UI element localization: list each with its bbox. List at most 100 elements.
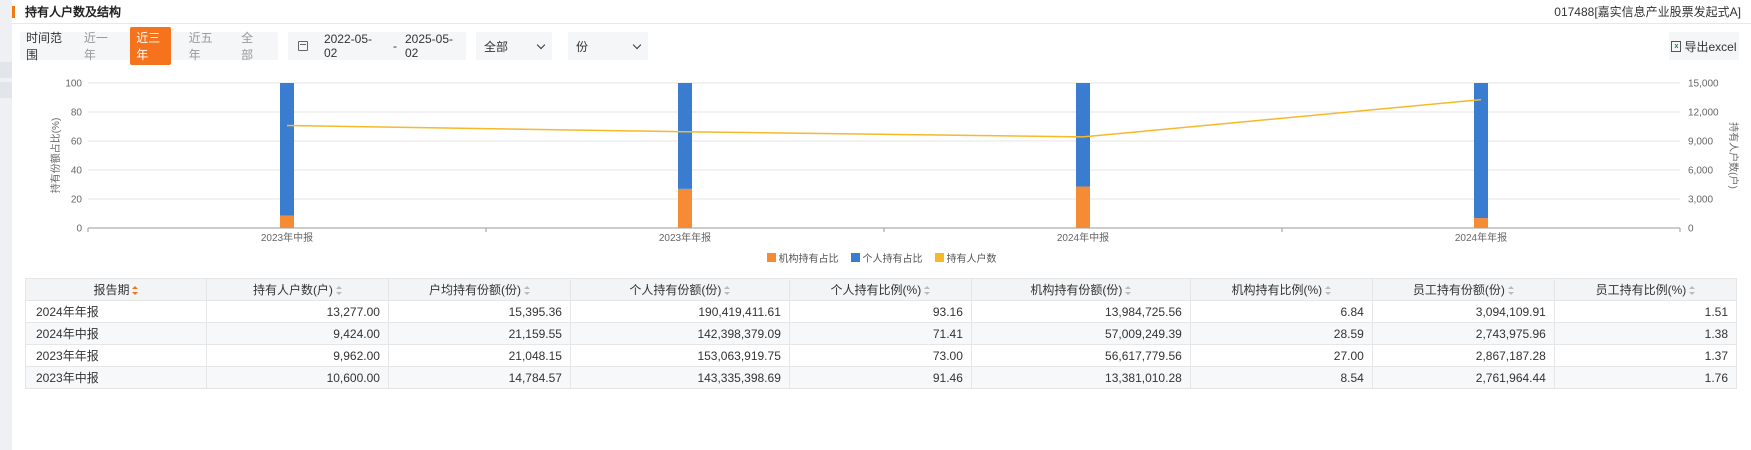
time-range-label: 时间范围 (26, 31, 63, 62)
column-header-label: 机构持有比例(%) (1231, 283, 1323, 297)
range-option-3y[interactable]: 近三年 (130, 27, 171, 65)
legend-swatch (766, 253, 776, 262)
table-cell: 1.51 (1553, 300, 1738, 323)
legend-swatch (934, 253, 944, 262)
column-header[interactable]: 报告期 (25, 278, 207, 301)
column-header-label: 员工持有比例(%) (1595, 283, 1687, 297)
y-right-tick-label: 0 (1688, 224, 1694, 235)
column-header[interactable]: 员工持有份额(份) (1371, 278, 1555, 301)
table-cell: 153,063,919.75 (569, 344, 790, 367)
column-header-label: 员工持有份额(份) (1412, 283, 1505, 297)
y-tick-label: 0 (76, 224, 82, 235)
table-cell: 13,984,725.56 (970, 300, 1191, 323)
legend-item[interactable]: 机构持有占比 (766, 250, 839, 265)
type-select[interactable]: 全部 (476, 32, 552, 60)
y-axis-title: 持有份额占比(%) (49, 118, 62, 194)
table-cell: 93.16 (788, 300, 972, 323)
sort-icon[interactable] (523, 286, 530, 296)
sort-icon[interactable] (924, 286, 931, 296)
type-select-value: 全部 (484, 39, 509, 54)
chevron-down-icon (536, 40, 546, 49)
sort-icon[interactable] (335, 286, 342, 296)
chart-legend: 机构持有占比 个人持有占比 持有人户数 (12, 250, 1751, 265)
table-cell: 15,395.36 (387, 300, 571, 323)
table-cell: 9,962.00 (205, 344, 389, 367)
left-strip-block (0, 82, 12, 98)
time-range-filter: 时间范围 近一年 近三年 近五年 全部 (20, 27, 278, 65)
table-cell: 71.41 (788, 322, 972, 345)
table-cell: 190,419,411.61 (569, 300, 790, 323)
date-separator: - (392, 39, 397, 53)
unit-select-value: 份 (576, 39, 589, 54)
column-header[interactable]: 户均持有份额(份) (387, 278, 571, 301)
x-tick-label: 2024年年报 (1455, 231, 1507, 244)
table-cell: 2024年年报 (25, 300, 207, 323)
date-range-picker[interactable]: 2022-05-02 - 2025-05-02 (288, 32, 466, 60)
bar-institution (280, 215, 294, 228)
table-cell: 2,867,187.28 (1371, 344, 1555, 367)
y-right-tick-label: 9,000 (1688, 137, 1713, 148)
table-cell: 91.46 (788, 366, 972, 389)
column-header[interactable]: 个人持有份额(份) (569, 278, 790, 301)
table-cell: 14,784.57 (387, 366, 571, 389)
table-cell: 13,381,010.28 (970, 366, 1191, 389)
export-excel-button[interactable]: x 导出excel (1669, 32, 1739, 60)
legend-swatch (850, 253, 860, 262)
y-tick-label: 80 (71, 108, 83, 119)
sort-icon[interactable] (132, 286, 139, 296)
column-header[interactable]: 机构持有份额(份) (970, 278, 1191, 301)
holder-structure-panel: 持有人户数及结构 017488[嘉实信息产业股票发起式A] 时间范围 近一年 近… (12, 0, 1751, 450)
table-cell: 28.59 (1189, 322, 1373, 345)
column-header[interactable]: 机构持有比例(%) (1189, 278, 1373, 301)
column-header-label: 户均持有份额(份) (428, 283, 521, 297)
range-option-all[interactable]: 全部 (241, 31, 254, 62)
table-cell: 1.38 (1553, 322, 1738, 345)
excel-icon: x (1671, 40, 1682, 52)
column-header[interactable]: 个人持有比例(%) (788, 278, 972, 301)
table-cell: 9,424.00 (205, 322, 389, 345)
y-tick-label: 100 (65, 79, 82, 90)
sort-icon[interactable] (724, 286, 731, 296)
table-row: 2024年年报 13,277.00 15,395.36 190,419,411.61 9… (25, 300, 1738, 323)
sort-icon[interactable] (1325, 286, 1332, 296)
table-cell: 143,335,398.69 (569, 366, 790, 389)
table-cell: 2024年中报 (25, 322, 207, 345)
sort-icon[interactable] (1507, 286, 1514, 296)
column-header[interactable]: 持有人户数(户) (205, 278, 389, 301)
column-header-label: 报告期 (93, 283, 130, 297)
column-header[interactable]: 员工持有比例(%) (1553, 278, 1738, 301)
table-row: 2023年中报 10,600.00 14,784.57 143,335,398.69 9… (25, 366, 1738, 389)
holder-table: 报告期 持有人户数(户) 户均持有份额(份) 个人持有份额(份) 个人持有比例(%) 机构… (25, 278, 1738, 389)
legend-label: 个人持有占比 (862, 254, 923, 265)
table-row: 2023年年报 9,962.00 21,048.15 153,063,919.75 73… (25, 344, 1738, 367)
legend-item[interactable]: 持有人户数 (934, 250, 997, 265)
x-tick-label: 2024年中报 (1057, 231, 1109, 244)
holder-count-line (286, 98, 1482, 138)
unit-select[interactable]: 份 (568, 32, 648, 60)
sort-icon[interactable] (1125, 286, 1132, 296)
date-end: 2025-05-02 (404, 32, 454, 60)
table-cell: 2,743,975.96 (1371, 322, 1555, 345)
panel-title: 持有人户数及结构 (12, 3, 121, 20)
fund-name: 017488[嘉实信息产业股票发起式A] (1554, 5, 1741, 19)
range-option-1y[interactable]: 近一年 (83, 31, 108, 62)
range-option-5y[interactable]: 近五年 (188, 31, 213, 62)
table-cell: 3,094,109.91 (1371, 300, 1555, 323)
toolbar: 时间范围 近一年 近三年 近五年 全部 2022-05-02 - 2025-05… (12, 27, 1751, 65)
table-cell: 10,600.00 (205, 366, 389, 389)
legend-label: 持有人户数 (946, 254, 997, 265)
bar-institution (1076, 186, 1090, 228)
table-cell: 1.76 (1553, 366, 1738, 389)
chevron-down-icon (632, 40, 642, 49)
table-cell: 6.84 (1189, 300, 1373, 323)
table-cell: 56,617,779.56 (970, 344, 1191, 367)
bar-institution (1474, 218, 1488, 228)
sort-icon[interactable] (1689, 286, 1696, 296)
legend-item[interactable]: 个人持有占比 (850, 250, 923, 265)
column-header-label: 持有人户数(户) (252, 283, 333, 297)
table-cell: 73.00 (788, 344, 972, 367)
holder-chart: 0 20 40 60 80 100 0 3,000 6,000 9,000 12,000 15,000… (49, 79, 1740, 245)
y-right-tick-label: 15,000 (1688, 79, 1719, 90)
x-tick-label: 2023年年报 (659, 231, 711, 244)
panel-title-text: 持有人户数及结构 (25, 5, 122, 19)
